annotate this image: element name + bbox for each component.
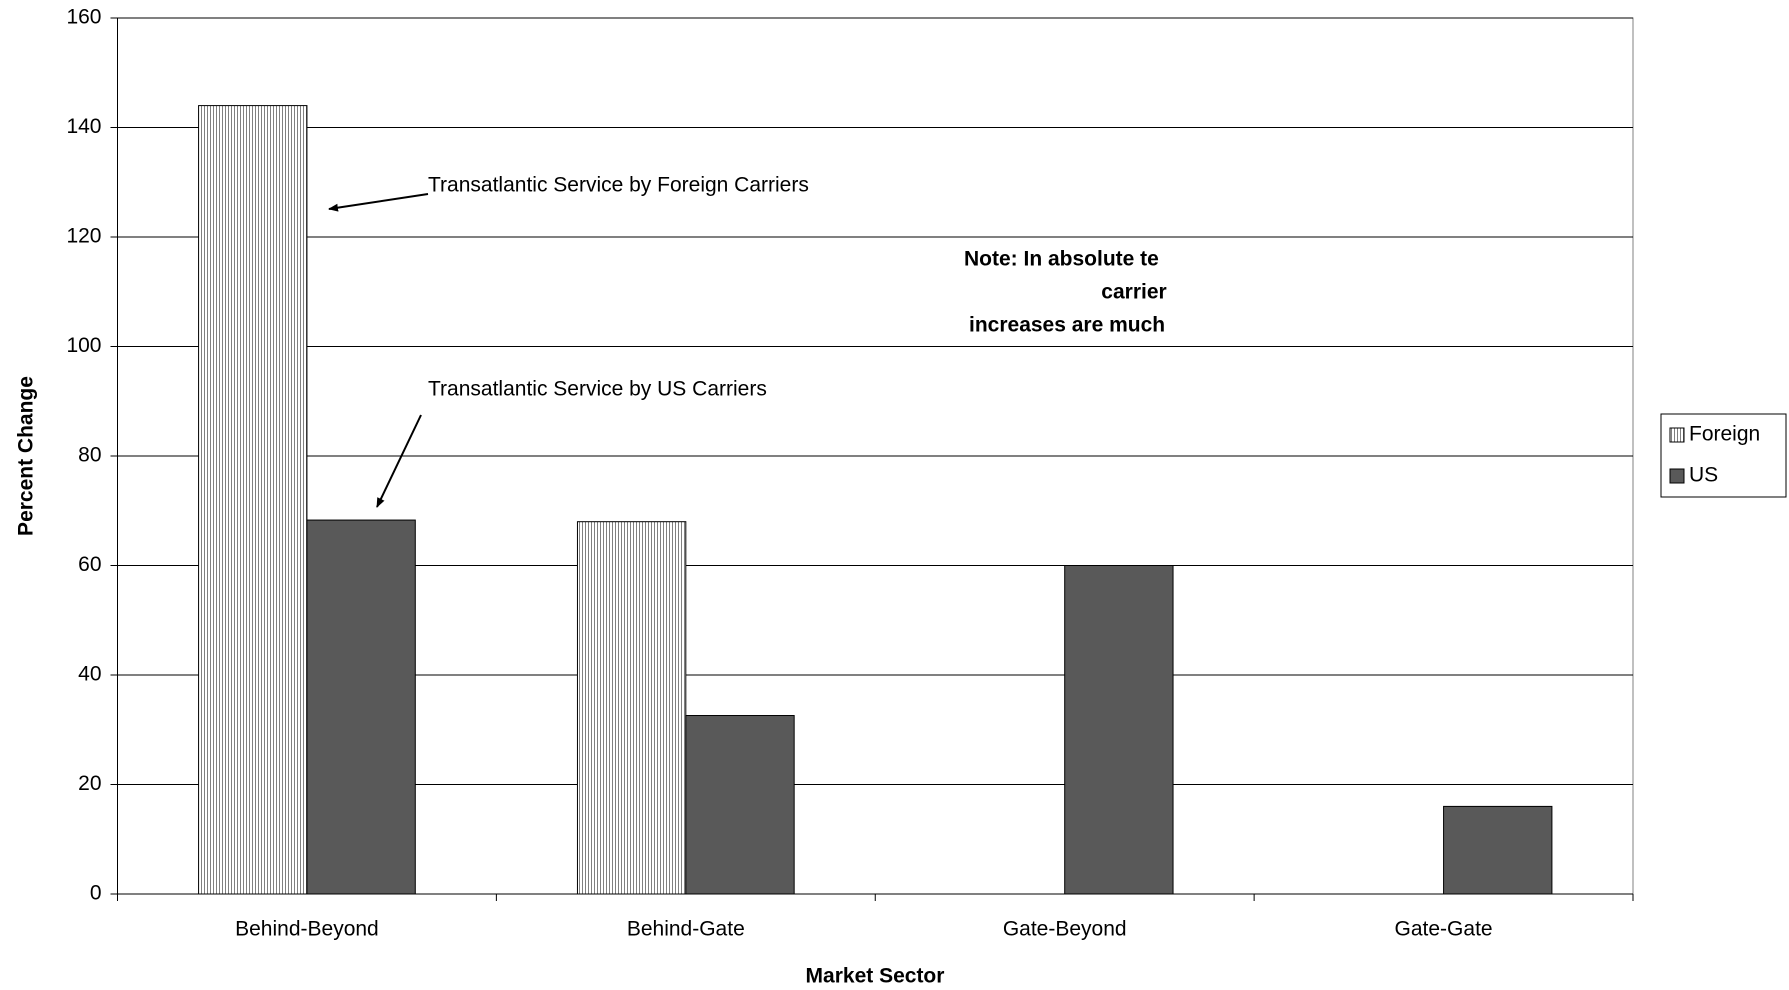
bar — [1443, 805, 1553, 895]
x-tick-label: Behind-Beyond — [235, 918, 379, 941]
x-tick-label: Gate-Beyond — [1003, 918, 1127, 941]
arrow — [376, 414, 422, 508]
y-axis-title: Percent Change — [15, 376, 38, 536]
note-text: increases are much — [969, 314, 1165, 337]
bar — [1064, 565, 1174, 895]
legend-label: Foreign — [1689, 423, 1760, 446]
legend-swatch — [1669, 427, 1685, 443]
bar — [685, 715, 795, 895]
y-tick-label: 40 — [78, 663, 101, 686]
annotation: Transatlantic Service by US Carriers — [428, 378, 767, 401]
y-tick-label: 0 — [90, 882, 102, 905]
y-tick-label: 80 — [78, 444, 101, 467]
bar — [306, 519, 416, 895]
x-tick-label: Behind-Gate — [627, 918, 745, 941]
arrow — [328, 193, 429, 212]
y-tick-label: 20 — [78, 772, 101, 795]
x-tick-label: Gate-Gate — [1395, 918, 1493, 941]
y-tick-label: 60 — [78, 553, 101, 576]
bar — [576, 521, 687, 895]
legend-label: US — [1689, 464, 1718, 487]
y-tick-label: 100 — [66, 334, 101, 357]
y-tick-label: 120 — [66, 225, 101, 248]
x-axis-title: Market Sector — [806, 965, 945, 988]
y-tick-label: 160 — [66, 6, 101, 29]
y-tick-label: 140 — [66, 115, 101, 138]
legend-swatch — [1669, 468, 1685, 484]
note-text: Note: In absolute te — [964, 248, 1159, 271]
note-text: carrier — [1101, 281, 1166, 304]
bar — [198, 105, 308, 895]
annotation: Transatlantic Service by Foreign Carrier… — [428, 174, 809, 197]
